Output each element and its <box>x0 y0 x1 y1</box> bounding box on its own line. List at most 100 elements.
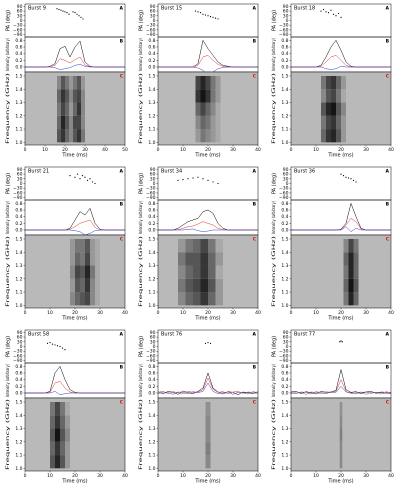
pa-point <box>204 342 207 344</box>
y-tick-label: −30 <box>146 186 156 192</box>
spectrum-cell <box>90 265 95 279</box>
spectrum-cell <box>193 278 201 293</box>
x-tick-label: 30 <box>230 147 236 153</box>
spectrum-cell <box>69 129 73 143</box>
y-axis-label: PA (deg) <box>139 336 145 357</box>
intensity-line <box>25 219 125 231</box>
y-axis-label: Frequency (GHz) <box>5 398 10 470</box>
y-tick-label: 0.8 <box>281 38 288 44</box>
spectrum-cell <box>336 102 341 116</box>
spectrum-cell <box>73 102 77 116</box>
y-tick-label: 0.2 <box>281 58 288 64</box>
spectrum-cell <box>215 75 221 90</box>
x-tick-label: 30 <box>97 310 103 316</box>
pa-point <box>352 179 355 181</box>
burst-title: Burst 76 <box>161 332 182 338</box>
spectrum-cell <box>321 89 326 103</box>
y-tick-label: 1.0 <box>281 140 288 146</box>
pa-point <box>46 342 49 344</box>
spectrum-cell <box>185 238 193 253</box>
spectrum-cell <box>200 252 208 266</box>
pa-point <box>80 16 82 18</box>
spectrum-cell <box>193 252 201 266</box>
intensity-line <box>291 217 391 231</box>
y-tick-label: 0.0 <box>281 65 288 71</box>
y-axis-label: PA (deg) <box>6 336 12 357</box>
y-tick-label: 1.3 <box>281 263 288 269</box>
y-tick-label: 1.5 <box>15 236 22 242</box>
y-tick-label: 1.5 <box>15 73 22 79</box>
y-axis-label: Intensity (arbitrary) <box>271 364 276 397</box>
pa-point <box>212 16 214 18</box>
spectrum-cell <box>85 252 90 266</box>
y-tick-label: 1.1 <box>15 127 22 133</box>
pa-point <box>340 173 342 175</box>
y-tick-label: 1.2 <box>148 113 155 119</box>
pa-point <box>325 11 327 13</box>
y-tick-label: 90 <box>283 4 289 10</box>
x-tick-label: 40 <box>388 147 394 153</box>
y-tick-label: 1.1 <box>281 127 288 133</box>
spectrum-background <box>291 235 391 308</box>
y-tick-label: 1.2 <box>148 276 155 282</box>
spectrum-cell <box>331 115 336 130</box>
intensity-line <box>25 365 125 394</box>
spectrum-cell <box>200 89 206 103</box>
pa-point <box>322 8 325 11</box>
y-tick-label: 1.3 <box>148 263 155 269</box>
spectrum-cell <box>343 292 349 306</box>
intensity-line <box>157 377 259 395</box>
spectrum-cell <box>210 102 216 116</box>
spectrum-cell <box>75 292 80 306</box>
y-tick-label: 1.3 <box>15 426 22 432</box>
y-axis-label: Frequency (GHz) <box>138 72 143 144</box>
spectrum-cell <box>95 265 100 279</box>
x-tick-label: 40 <box>122 310 128 316</box>
panel-letter: A <box>120 6 124 12</box>
spectrum-cell <box>85 292 90 306</box>
spectrum-cell <box>61 89 65 103</box>
spectrum-cell <box>73 129 77 143</box>
spectrum-cell <box>215 115 221 130</box>
y-tick-label: 0.8 <box>148 364 155 370</box>
x-axis-label: Time (ms) <box>61 479 87 484</box>
pa-point <box>202 178 204 180</box>
y-tick-label: 0.8 <box>15 201 22 207</box>
spectrum-cell <box>339 401 343 416</box>
spectrum-cell <box>85 265 90 279</box>
y-tick-label: −90 <box>13 195 23 201</box>
pa-point <box>345 176 347 178</box>
spectrum-cell <box>205 89 211 103</box>
panel-letter: C <box>253 400 257 406</box>
spectrum-cell <box>321 129 326 143</box>
pa-point <box>217 182 219 185</box>
spectrum-cell <box>80 265 85 279</box>
y-tick-label: 1.2 <box>15 113 22 119</box>
spectrum-cell <box>195 89 201 103</box>
y-tick-label: −60 <box>279 353 289 359</box>
pa-point <box>56 345 59 347</box>
x-tick-label: 10 <box>313 147 319 153</box>
spectrum-cell <box>195 129 201 143</box>
y-tick-label: 0.8 <box>15 364 22 370</box>
spectrum-cell <box>81 75 85 90</box>
intensity-line <box>25 381 125 394</box>
y-tick-label: 0.4 <box>281 377 288 383</box>
y-tick-label: −90 <box>279 358 289 364</box>
pa-point <box>202 13 204 15</box>
spectrum-cell <box>215 292 223 306</box>
spectrum-cell <box>343 238 349 253</box>
spectrum-cell <box>65 441 70 456</box>
spectrum-cell <box>90 278 95 293</box>
spectrum-cell <box>343 252 349 266</box>
pa-point <box>91 181 94 183</box>
x-tick-label: 20 <box>72 473 78 479</box>
spectrum-cell <box>57 115 61 130</box>
spectrum-cell <box>215 89 221 103</box>
x-tick-label: 10 <box>313 473 319 479</box>
x-tick-label: 10 <box>47 473 53 479</box>
spectrum-cell <box>60 415 65 429</box>
spectrum-cell <box>70 265 75 279</box>
spectrum-cell <box>55 415 60 429</box>
spectrum-cell <box>90 292 95 306</box>
